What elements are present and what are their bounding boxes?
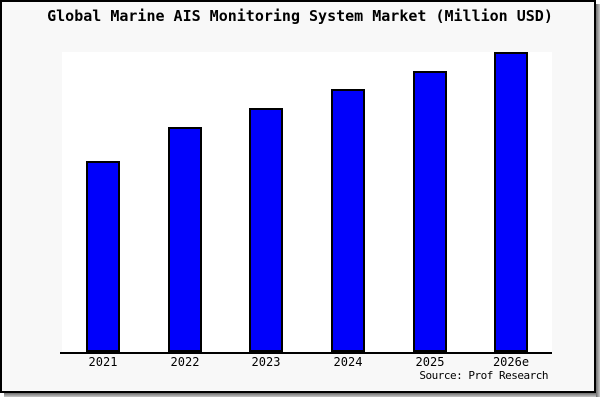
x-axis-line bbox=[60, 352, 552, 354]
drop-shadow-bottom bbox=[4, 393, 596, 397]
bar-2023 bbox=[249, 108, 283, 352]
bar-2026e bbox=[494, 52, 528, 352]
plot-area bbox=[62, 52, 552, 352]
source-note: Source: Prof Research bbox=[419, 369, 548, 382]
bar-2025 bbox=[413, 71, 447, 352]
x-tick-label-2026e: 2026e bbox=[492, 355, 530, 369]
x-tick-label-2025: 2025 bbox=[415, 355, 445, 369]
x-tick-label-2024: 2024 bbox=[333, 355, 363, 369]
x-tick-label-2022: 2022 bbox=[170, 355, 200, 369]
chart-frame: Global Marine AIS Monitoring System Mark… bbox=[0, 0, 596, 393]
bar-2022 bbox=[168, 127, 202, 352]
x-tick-label-2023: 2023 bbox=[251, 355, 281, 369]
x-tick-label-2021: 2021 bbox=[88, 355, 118, 369]
bar-2021 bbox=[86, 161, 120, 352]
drop-shadow-right bbox=[596, 4, 600, 397]
bar-2024 bbox=[331, 89, 365, 352]
chart-title: Global Marine AIS Monitoring System Mark… bbox=[47, 7, 553, 25]
